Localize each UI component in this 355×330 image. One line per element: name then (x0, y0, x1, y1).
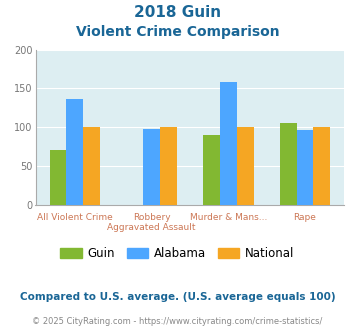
Text: Robbery: Robbery (133, 213, 170, 222)
Text: Murder & Mans...: Murder & Mans... (190, 213, 267, 222)
Text: Rape: Rape (294, 213, 316, 222)
Text: © 2025 CityRating.com - https://www.cityrating.com/crime-statistics/: © 2025 CityRating.com - https://www.city… (32, 317, 323, 326)
Bar (313, 127, 330, 205)
Bar (83, 127, 100, 205)
Bar (237, 127, 253, 205)
Bar (203, 135, 220, 205)
Text: Compared to U.S. average. (U.S. average equals 100): Compared to U.S. average. (U.S. average … (20, 292, 335, 302)
Legend: Guin, Alabama, National: Guin, Alabama, National (56, 242, 299, 265)
Text: 2018 Guin: 2018 Guin (134, 5, 221, 20)
Text: Violent Crime Comparison: Violent Crime Comparison (76, 25, 279, 39)
Text: All Violent Crime: All Violent Crime (37, 213, 113, 222)
Bar (50, 150, 66, 205)
Bar (296, 130, 313, 205)
Bar (143, 129, 160, 205)
Text: Aggravated Assault: Aggravated Assault (107, 223, 196, 232)
Bar (280, 123, 296, 205)
Bar (220, 82, 237, 205)
Bar (66, 99, 83, 205)
Bar (160, 127, 177, 205)
